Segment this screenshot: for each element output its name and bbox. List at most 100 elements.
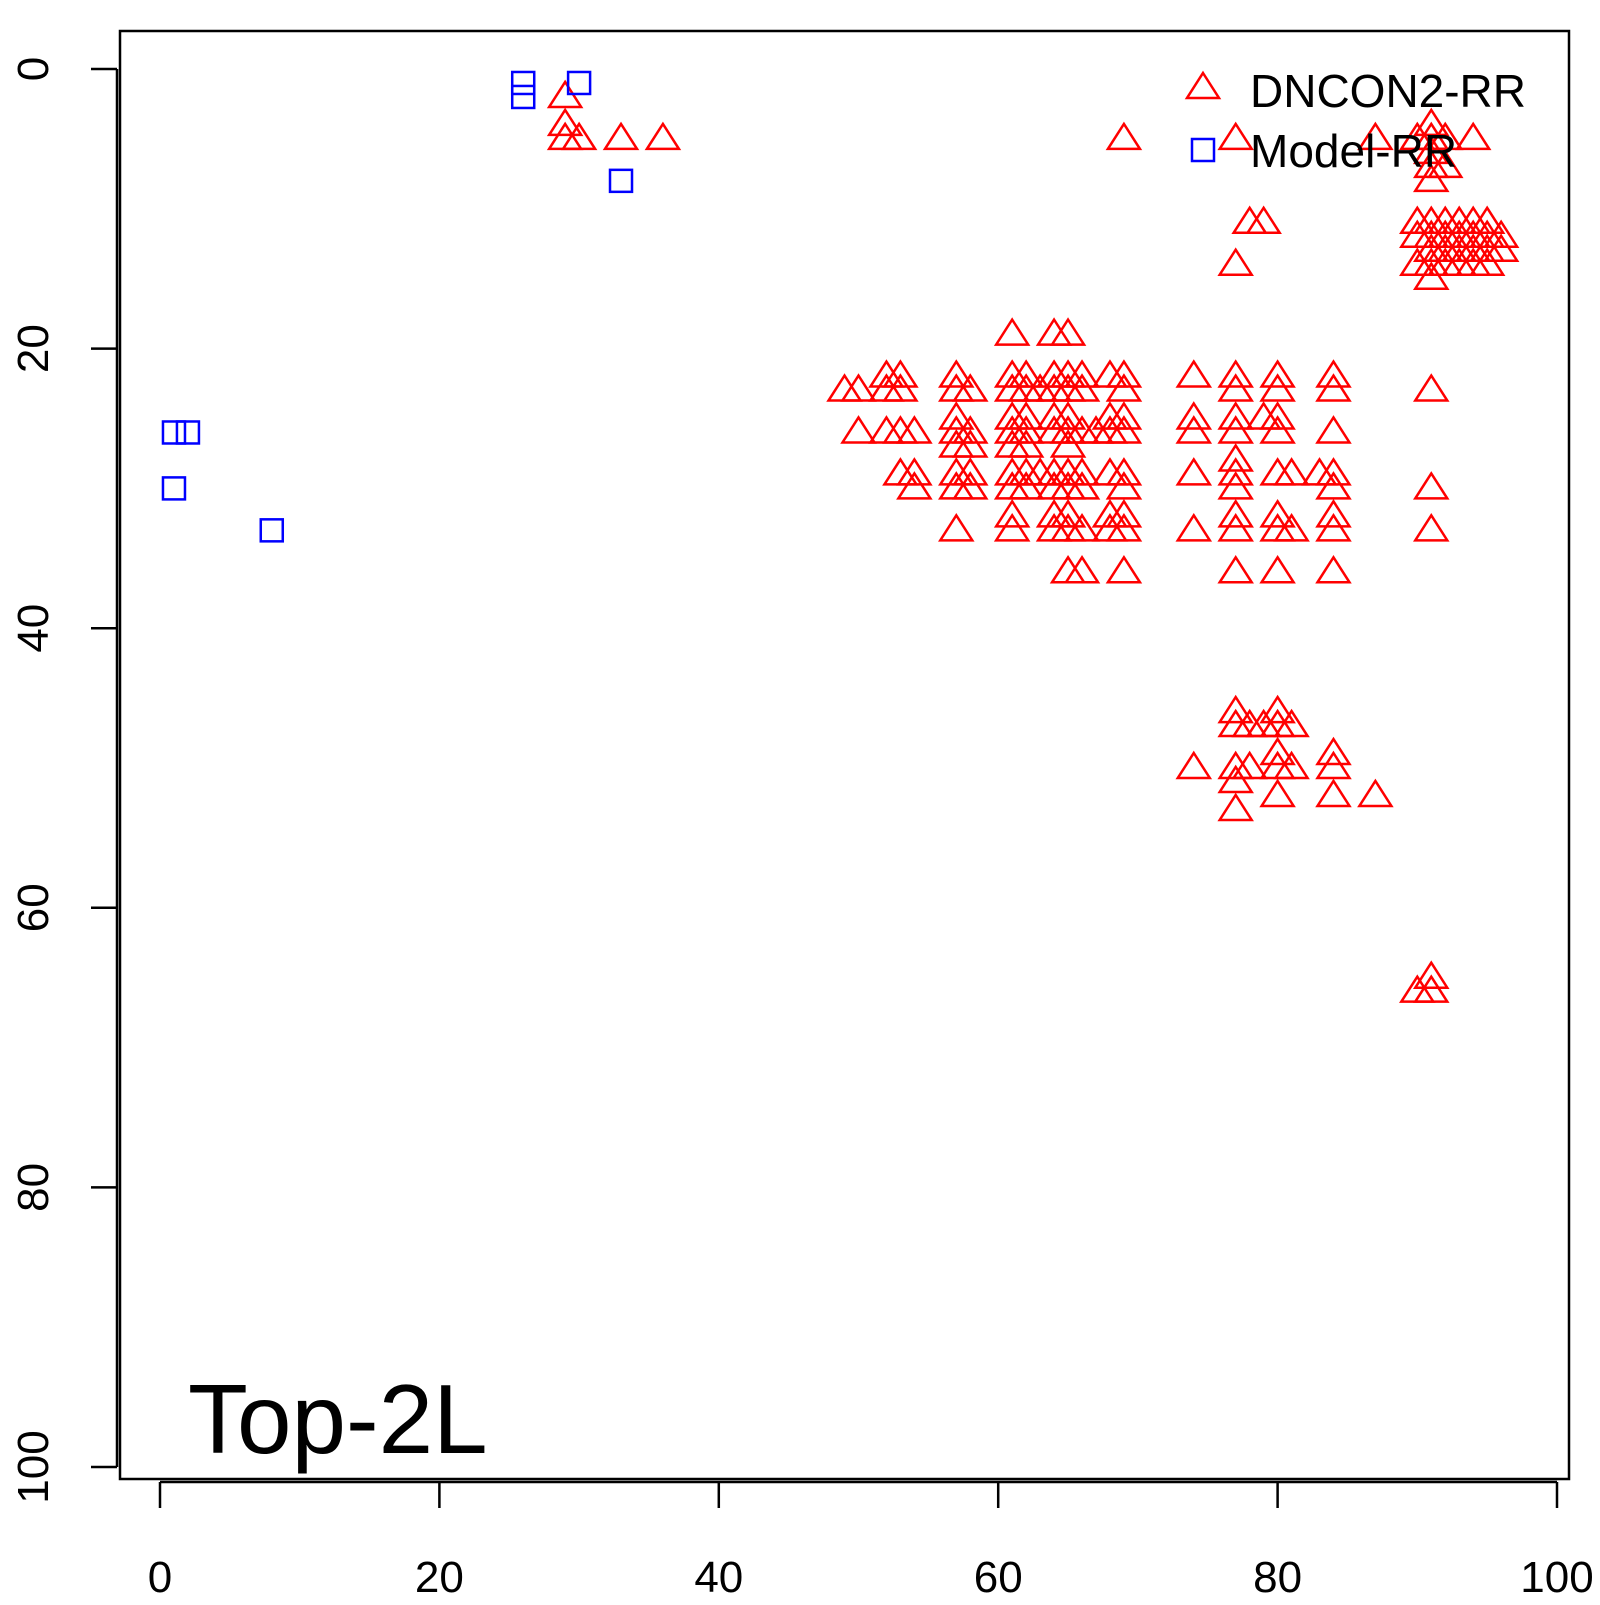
- point-dncon2-rr: [1217, 471, 1254, 500]
- point-dncon2-rr: [1412, 135, 1450, 165]
- point-dncon2-rr: [1259, 401, 1296, 430]
- point-dncon2-rr: [1063, 457, 1101, 486]
- point-dncon2-rr: [1175, 359, 1213, 388]
- y-tick-label: 0: [9, 57, 58, 81]
- point-model-rr: [161, 476, 187, 501]
- point-dncon2-rr: [1357, 778, 1394, 808]
- point-dncon2-rr: [1105, 471, 1143, 500]
- point-dncon2-rr: [1245, 205, 1282, 235]
- point-dncon2-rr: [1105, 554, 1143, 584]
- point-dncon2-rr: [993, 317, 1031, 346]
- point-dncon2-rr: [1273, 708, 1310, 738]
- x-tick-label: 100: [1520, 1553, 1593, 1600]
- point-dncon2-rr: [546, 107, 584, 137]
- point-dncon2-rr: [1259, 415, 1296, 444]
- point-dncon2-rr: [1468, 247, 1506, 276]
- point-dncon2-rr: [560, 121, 598, 151]
- point-dncon2-rr: [1217, 694, 1254, 724]
- point-dncon2-rr: [1412, 261, 1450, 290]
- point-dncon2-rr: [1049, 401, 1087, 430]
- point-dncon2-rr: [1217, 359, 1254, 388]
- point-dncon2-rr: [1217, 121, 1254, 151]
- point-dncon2-rr: [1357, 121, 1394, 151]
- point-dncon2-rr: [1315, 736, 1352, 766]
- point-dncon2-rr: [1105, 415, 1143, 444]
- legend-triangle-icon: [1184, 70, 1222, 100]
- point-dncon2-rr: [1217, 415, 1254, 444]
- y-tick-label: 20: [9, 324, 58, 373]
- point-dncon2-rr: [1259, 778, 1296, 808]
- point-dncon2-rr: [951, 457, 989, 486]
- point-dncon2-rr: [1412, 373, 1450, 402]
- x-axis: 0 20 40 60 80 100: [148, 1480, 1594, 1602]
- point-dncon2-rr: [1426, 149, 1464, 179]
- point-dncon2-rr: [1454, 121, 1492, 151]
- point-dncon2-rr: [1412, 107, 1450, 137]
- point-dncon2-rr: [1105, 499, 1143, 528]
- point-dncon2-rr: [951, 415, 989, 444]
- point-dncon2-rr: [1217, 401, 1254, 430]
- point-dncon2-rr: [1007, 415, 1045, 444]
- point-model-rr: [510, 84, 536, 110]
- point-dncon2-rr: [1007, 429, 1045, 458]
- point-dncon2-rr: [1426, 121, 1464, 151]
- point-dncon2-rr: [1259, 694, 1296, 724]
- point-dncon2-rr: [896, 471, 933, 500]
- point-dncon2-rr: [1315, 750, 1352, 780]
- point-dncon2-rr: [1315, 359, 1352, 388]
- point-dncon2-rr: [1259, 373, 1296, 402]
- point-dncon2-rr: [951, 373, 989, 402]
- point-model-rr: [608, 168, 634, 194]
- point-dncon2-rr: [1049, 499, 1087, 528]
- point-dncon2-rr: [1105, 513, 1143, 542]
- point-model-rr: [259, 518, 285, 543]
- point-dncon2-rr: [1315, 513, 1352, 542]
- point-dncon2-rr: [1259, 359, 1296, 388]
- x-tick-label: 60: [974, 1553, 1023, 1600]
- point-dncon2-rr: [882, 373, 919, 402]
- point-dncon2-rr: [1315, 457, 1352, 486]
- point-dncon2-rr: [1105, 359, 1143, 388]
- point-dncon2-rr: [1175, 513, 1213, 542]
- point-dncon2-rr: [993, 513, 1031, 542]
- point-dncon2-rr: [1063, 554, 1101, 584]
- point-dncon2-rr: [1273, 750, 1310, 780]
- y-tick-label: 40: [9, 604, 58, 653]
- point-dncon2-rr: [1273, 513, 1310, 542]
- point-dncon2-rr: [1007, 359, 1045, 388]
- point-dncon2-rr: [602, 121, 640, 151]
- point-dncon2-rr: [1315, 373, 1352, 402]
- legend-label-dncon2: DNCON2-RR: [1250, 65, 1526, 117]
- x-tick-label: 0: [148, 1553, 172, 1600]
- legend-square-icon: [1190, 137, 1216, 163]
- point-dncon2-rr: [1217, 247, 1254, 276]
- point-dncon2-rr: [1217, 513, 1254, 542]
- y-tick-label: 100: [9, 1430, 58, 1503]
- point-dncon2-rr: [1049, 317, 1087, 346]
- point-dncon2-rr: [882, 359, 919, 388]
- point-dncon2-rr: [1063, 359, 1101, 388]
- point-dncon2-rr: [1231, 750, 1268, 780]
- point-dncon2-rr: [1412, 471, 1450, 500]
- plot-frame: [118, 29, 1571, 1481]
- point-dncon2-rr: [1105, 401, 1143, 430]
- point-dncon2-rr: [1217, 443, 1254, 472]
- point-dncon2-rr: [1259, 736, 1296, 766]
- point-dncon2-rr: [1175, 750, 1213, 780]
- point-dncon2-rr: [1217, 764, 1254, 794]
- point-dncon2-rr: [1217, 499, 1254, 528]
- point-dncon2-rr: [993, 499, 1031, 528]
- point-dncon2-rr: [1482, 233, 1520, 262]
- point-dncon2-rr: [938, 513, 975, 542]
- point-model-rr: [161, 420, 187, 445]
- point-dncon2-rr: [1049, 429, 1087, 458]
- point-dncon2-rr: [1315, 415, 1352, 444]
- point-model-rr: [175, 420, 201, 445]
- x-tick-label: 80: [1253, 1553, 1302, 1600]
- point-dncon2-rr: [1217, 457, 1254, 486]
- point-dncon2-rr: [644, 121, 682, 151]
- point-dncon2-rr: [1259, 554, 1296, 584]
- point-dncon2-rr: [1063, 471, 1101, 500]
- point-dncon2-rr: [1063, 373, 1101, 402]
